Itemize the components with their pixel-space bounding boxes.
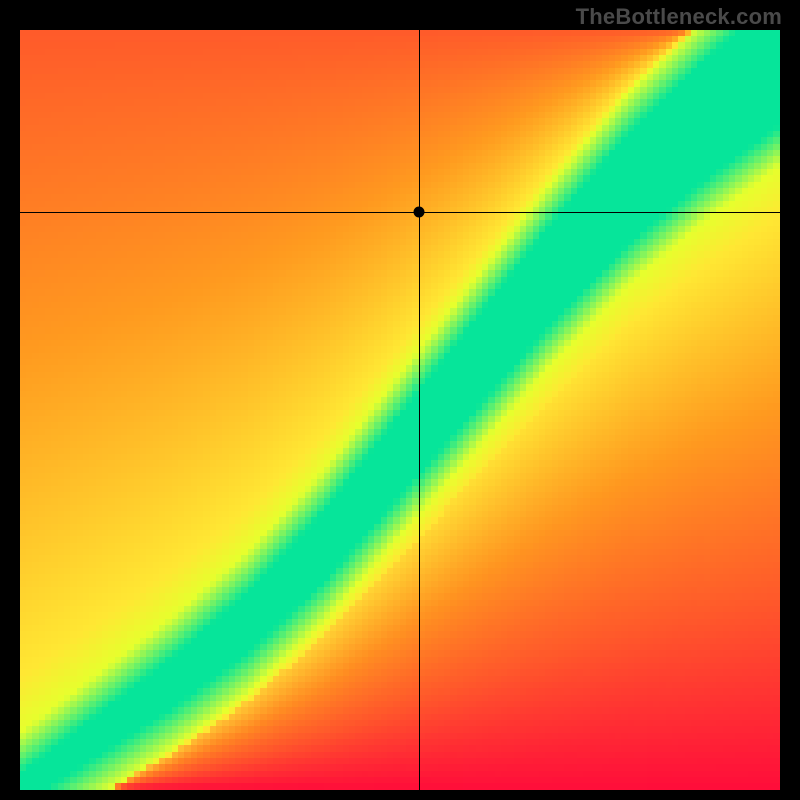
heatmap-canvas — [20, 30, 780, 790]
heatmap-plot — [20, 30, 780, 790]
crosshair-vertical — [419, 30, 420, 790]
crosshair-marker — [414, 207, 425, 218]
watermark-text: TheBottleneck.com — [576, 4, 782, 30]
crosshair-horizontal — [20, 212, 780, 213]
